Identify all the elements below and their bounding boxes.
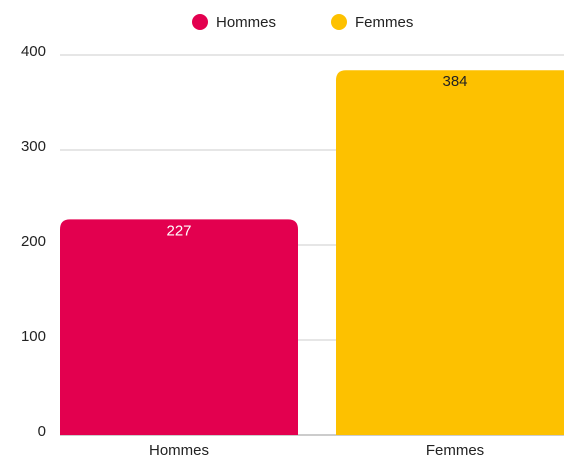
legend-swatch [331,14,347,30]
legend-label: Femmes [355,14,413,31]
x-tick-label: Hommes [149,442,209,459]
y-tick-label: 100 [21,328,46,345]
y-tick-label: 300 [21,138,46,155]
y-tick-label: 200 [21,233,46,250]
bar [60,219,298,435]
y-tick-label: 0 [38,423,46,440]
value-label: 227 [166,222,191,239]
legend-label: Hommes [216,14,276,31]
x-tick-label: Femmes [426,442,484,459]
y-tick-label: 400 [21,43,46,60]
value-label: 384 [442,73,467,90]
legend-swatch [192,14,208,30]
bar [336,70,564,435]
